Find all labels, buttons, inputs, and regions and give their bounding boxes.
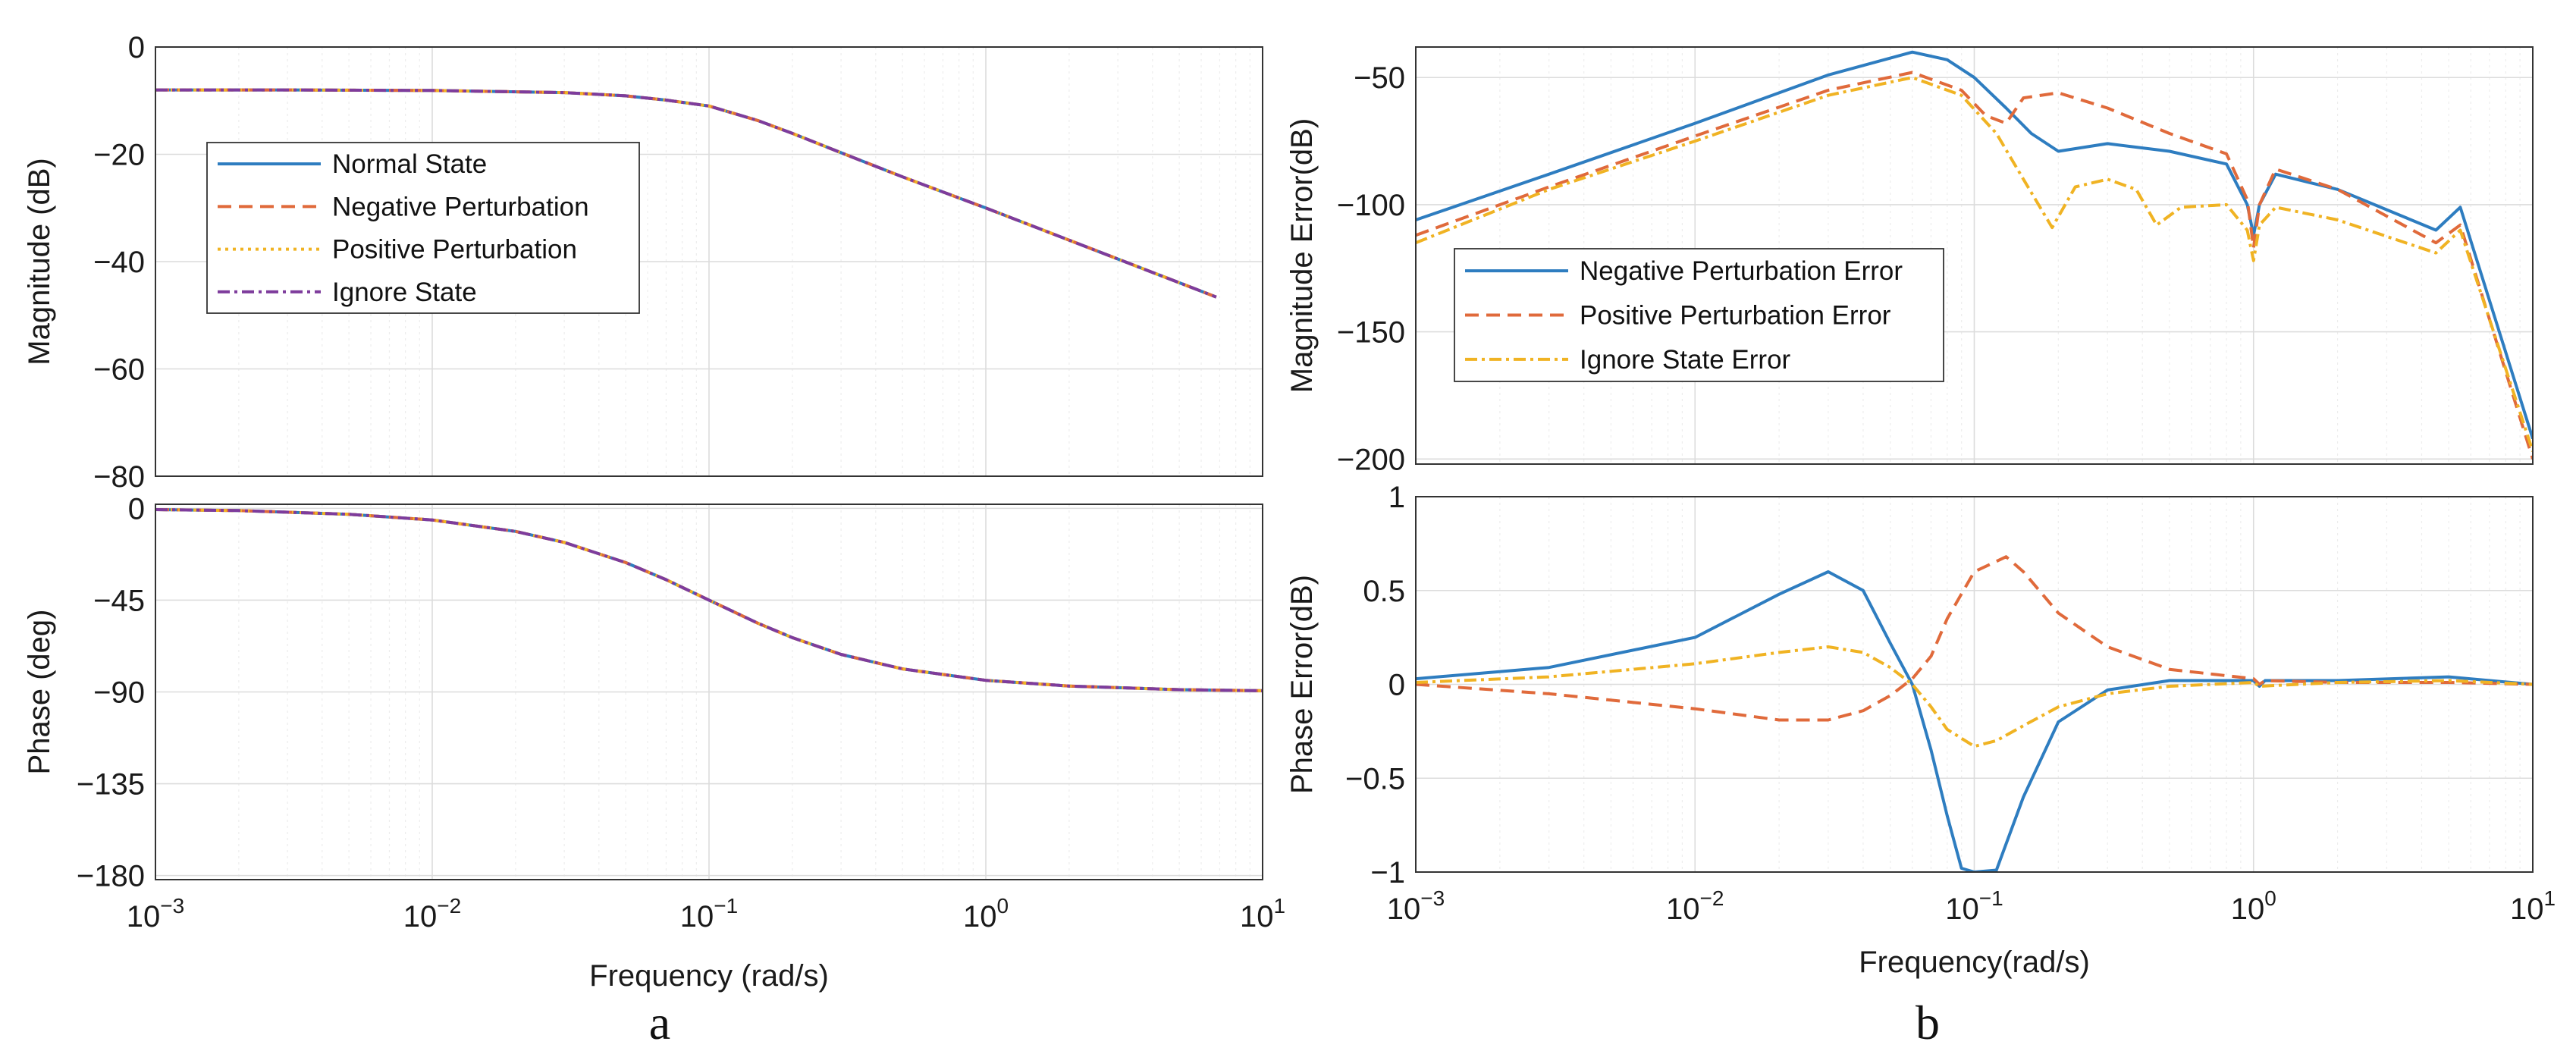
x-tick-label: 101 <box>2510 886 2556 926</box>
y-tick-label: 1 <box>1388 481 1405 514</box>
x-tick-label: 100 <box>963 894 1009 933</box>
series-group <box>155 88 1217 299</box>
x-tick-label: 10−3 <box>1387 886 1445 926</box>
series-group <box>1416 50 2533 460</box>
y-tick-label: 0 <box>128 31 145 64</box>
y-axis-label: Magnitude Error(dB) <box>1285 118 1319 393</box>
x-tick-label: 101 <box>1240 894 1285 933</box>
axes-frame <box>1415 46 2534 465</box>
y-tick-label: −200 <box>1337 443 1405 476</box>
legend-entry-ignore-state-error: Ignore State Error <box>1580 345 1791 375</box>
panel-label-b: b <box>1916 996 1940 1049</box>
x-tick-label: 10−3 <box>127 894 184 933</box>
series-line-ignore-state-error <box>1416 645 2533 748</box>
y-axis-label: Phase (deg) <box>23 610 56 775</box>
x-tick-label: 10−2 <box>403 894 461 933</box>
y-axis-label: Phase Error(dB) <box>1285 575 1319 794</box>
y-tick-label: −60 <box>93 353 145 387</box>
y-tick-label: −20 <box>93 139 145 172</box>
y-tick-label: 0 <box>1388 669 1405 702</box>
legend-entry-positive-perturbation-error: Positive Perturbation Error <box>1580 301 1891 331</box>
x-tick-label: 10−1 <box>680 894 738 933</box>
y-tick-label: −40 <box>93 246 145 279</box>
series-line-positive-perturbation-error <box>1416 71 2533 460</box>
y-tick-label: −180 <box>77 860 145 893</box>
y-axis-label: Magnitude (dB) <box>23 158 56 365</box>
y-tick-label: −50 <box>1354 61 1405 95</box>
legend-entry-normal-state: Normal State <box>332 149 487 179</box>
series-line-ignore-state <box>155 88 1217 299</box>
y-tick-label: 0.5 <box>1363 575 1405 608</box>
y-tick-label: −1 <box>1370 856 1405 889</box>
x-tick-label: 100 <box>2231 886 2276 926</box>
panel-label-a: a <box>649 996 670 1049</box>
series-group <box>1416 555 2533 872</box>
legend-entry-negative-perturbation: Negative Perturbation <box>332 192 589 221</box>
y-tick-label: −80 <box>93 460 145 494</box>
y-tick-label: −100 <box>1337 189 1405 222</box>
y-tick-label: −90 <box>93 676 145 710</box>
series-line-negative-perturbation-error <box>1416 50 2533 440</box>
legend-entry-negative-perturbation-error: Negative Perturbation Error <box>1580 256 1903 286</box>
y-tick-label: −0.5 <box>1345 762 1405 795</box>
legend-entry-positive-perturbation: Positive Perturbation <box>332 235 577 265</box>
series-line-ignore-state <box>155 508 1263 692</box>
legend: Negative Perturbation Error Positive Pert… <box>1454 248 1944 382</box>
y-tick-label: −150 <box>1337 316 1405 350</box>
plot-b-phase-error: 1 0.5 0 −0.5 −110−3 10−2 10−1 100 101 Phase Error… <box>1285 481 2556 979</box>
legend: Normal State Negative Perturbation Positiv… <box>206 142 640 314</box>
y-tick-label: −135 <box>77 768 145 802</box>
legend-entry-ignore-state: Ignore State <box>332 278 477 307</box>
axes-frame <box>1415 496 2534 873</box>
grid <box>155 504 1263 880</box>
y-tick-label: 0 <box>128 492 145 526</box>
grid <box>1415 496 2534 873</box>
axes-frame <box>155 504 1263 880</box>
x-tick-label: 10−1 <box>1945 886 2003 926</box>
plot-b-magnitude-error: −50 −100 −150 −200 Magnitude Error(dB) Negati… <box>1285 46 2534 476</box>
series-group <box>155 508 1263 692</box>
series-line-ignore-state-error <box>1416 76 2533 452</box>
series-line-positive-perturbation-error <box>1416 555 2533 722</box>
x-axis-label: Frequency(rad/s) <box>1859 946 2090 979</box>
x-axis-label: Frequency (rad/s) <box>589 959 829 993</box>
y-tick-label: −45 <box>93 584 145 617</box>
x-tick-label: 10−2 <box>1666 886 1724 926</box>
axes-frame <box>155 46 1263 477</box>
legend-box <box>206 142 640 314</box>
